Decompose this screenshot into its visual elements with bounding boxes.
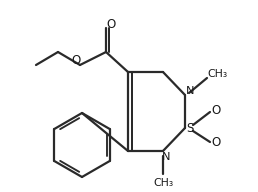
Text: CH₃: CH₃	[207, 69, 227, 79]
Text: CH₃: CH₃	[153, 178, 173, 188]
Text: O: O	[211, 104, 221, 118]
Text: O: O	[106, 17, 116, 31]
Text: O: O	[71, 54, 80, 66]
Text: N: N	[162, 152, 170, 162]
Text: S: S	[186, 122, 194, 135]
Text: O: O	[211, 137, 221, 150]
Text: N: N	[186, 86, 194, 96]
